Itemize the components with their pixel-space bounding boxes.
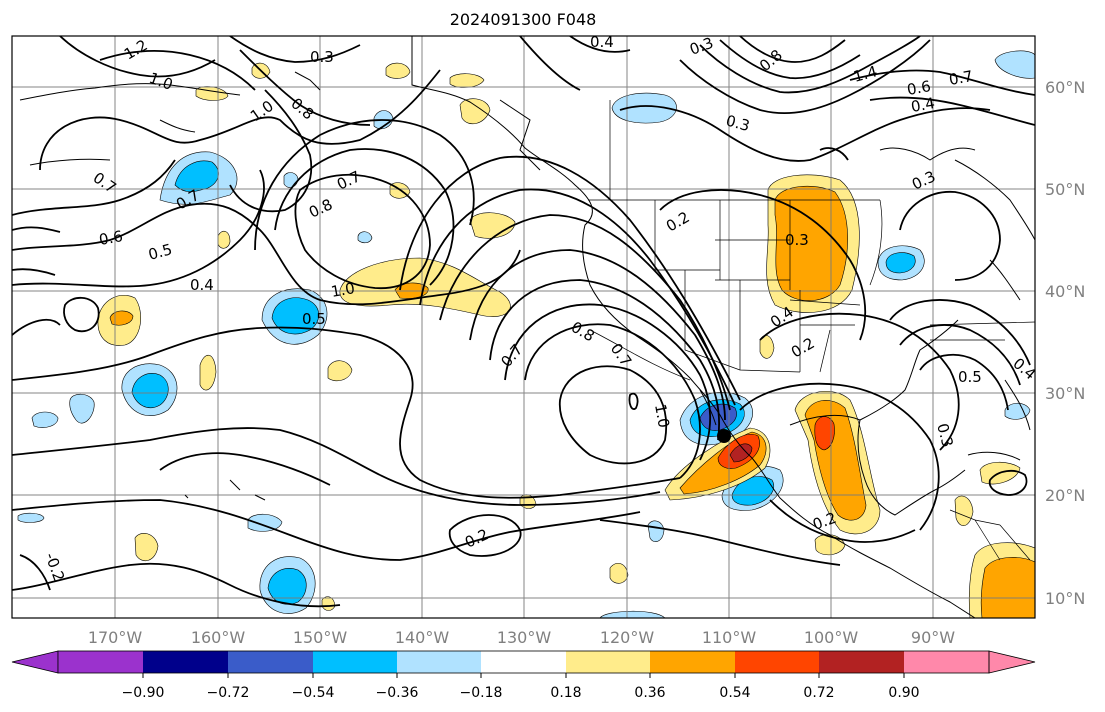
pos-anomaly-small-2 <box>459 98 491 125</box>
neg-anomaly-small-5 <box>17 512 45 523</box>
contour-label: 0.4 <box>910 94 937 116</box>
contour-label: 0.3 <box>933 421 957 449</box>
longitude-label: 160°W <box>191 628 246 647</box>
contour-label: 1.4 <box>851 62 879 86</box>
longitude-label: 130°W <box>497 628 552 647</box>
contour-label: 1.0 <box>651 403 673 430</box>
longitude-label: 100°W <box>804 628 859 647</box>
colorbar-tick-label: −0.18 <box>460 685 503 701</box>
colorbar-ticks: −0.90 −0.72 −0.54 −0.36 −0.18 0.18 0.36 … <box>122 685 920 701</box>
colorbar-segment <box>481 651 566 673</box>
longitude-label: 120°W <box>600 628 655 647</box>
contour-lines <box>12 36 1035 608</box>
latitude-label: 60°N <box>1045 78 1085 97</box>
colorbar-tick-label: 0.90 <box>888 685 919 701</box>
neg-anomaly-small-8 <box>1004 402 1031 420</box>
colorbar-segment <box>397 651 481 673</box>
pos-anomaly-hurricane-darkest <box>729 443 753 463</box>
colorbar-tick-label: −0.72 <box>207 685 250 701</box>
pos-anomaly-small-3 <box>199 355 217 391</box>
colorbar-segment <box>313 651 397 673</box>
contour-label: 0.6 <box>98 227 125 249</box>
latitude-label: 20°N <box>1045 486 1085 505</box>
pos-anomaly-small-10 <box>385 62 411 79</box>
latitude-axis: 60°N 50°N 40°N 30°N 20°N 10°N <box>1045 78 1085 608</box>
pos-anomaly-central-america-core <box>980 557 1035 618</box>
contour-label: 0.4 <box>590 33 614 51</box>
coastlines <box>19 36 1035 618</box>
contour-label: 1.0 <box>330 279 357 301</box>
neg-anomaly-small-1 <box>69 393 95 424</box>
colorbar-tick-label: 0.18 <box>550 685 581 701</box>
contour-label: 0.7 <box>948 67 975 89</box>
contour-label: 0.3 <box>310 48 334 66</box>
contour-label: 0.3 <box>687 34 716 59</box>
neg-anomaly-west-core <box>131 373 169 409</box>
latitude-label: 10°N <box>1045 589 1085 608</box>
longitude-axis: 170°W 160°W 150°W 140°W 130°W 120°W 110°… <box>88 628 955 647</box>
pos-anomaly-small-4 <box>327 360 353 382</box>
colorbar-tick-label: −0.36 <box>376 685 419 701</box>
latitude-label: 40°N <box>1045 282 1085 301</box>
contour-label: 0.5 <box>958 368 982 386</box>
contour-label: 0.3 <box>785 231 809 249</box>
neg-anomaly-alaska <box>611 92 677 124</box>
colorbar <box>11 650 1036 678</box>
pos-anomaly-plains-core <box>774 185 848 301</box>
longitude-label: 140°W <box>395 628 450 647</box>
contour-label: 0.6 <box>906 77 933 99</box>
colorbar-extend-low <box>11 650 59 674</box>
longitude-label: 110°W <box>702 628 757 647</box>
colorbar-tick-label: 0.36 <box>634 685 665 701</box>
contour-label: 0.3 <box>724 111 752 135</box>
colorbar-segment <box>143 651 228 673</box>
neg-anomaly-central-pacific-core <box>271 297 320 335</box>
colorbar-extend-high <box>988 650 1036 674</box>
colorbar-segment <box>58 651 143 673</box>
neg-anomaly-small-10 <box>357 231 373 244</box>
colorbar-tick-label: −0.90 <box>122 685 165 701</box>
map-title: 2024091300 F048 <box>450 10 597 29</box>
colorbar-segment <box>650 651 735 673</box>
colorbar-tick-label: −0.54 <box>292 685 335 701</box>
map-frame <box>11 35 1036 619</box>
latitude-label: 50°N <box>1045 180 1085 199</box>
pos-anomaly-small-18 <box>217 230 231 249</box>
neg-anomaly-small-3 <box>247 513 283 532</box>
pos-anomaly-small-9 <box>954 495 974 526</box>
latitude-label: 30°N <box>1045 384 1085 403</box>
colorbar-segment <box>735 651 819 673</box>
colorbar-segment <box>819 651 904 673</box>
contour-label: 0.5 <box>146 240 174 264</box>
longitude-label: 150°W <box>293 628 348 647</box>
neg-anomaly-midwest-core <box>885 252 916 274</box>
colorbar-segment <box>566 651 650 673</box>
contour-label: 0.4 <box>190 276 214 294</box>
neg-anomaly-small-4 <box>994 50 1035 79</box>
pos-anomaly-small-5 <box>134 533 159 562</box>
colorbar-tick-label: 0.72 <box>803 685 834 701</box>
colorbar-tick-label: 0.54 <box>719 685 750 701</box>
colorbar-segment <box>904 651 989 673</box>
pos-anomaly-small-1 <box>469 212 516 239</box>
colorbar-segment <box>228 651 313 673</box>
colorbar-outline <box>57 650 990 674</box>
neg-anomaly-small-6 <box>647 520 665 543</box>
pos-anomaly-small-12 <box>449 73 485 88</box>
shaded-anomalies <box>17 50 1035 618</box>
neg-anomaly-small-2 <box>31 411 59 428</box>
longitude-label: 90°W <box>911 628 955 647</box>
hurricane-center-marker <box>717 429 731 443</box>
longitude-label: 170°W <box>88 628 143 647</box>
contour-label: 0.5 <box>302 310 326 328</box>
pos-anomaly-small-6 <box>609 562 629 584</box>
pos-anomaly-gulf-core <box>814 416 835 451</box>
